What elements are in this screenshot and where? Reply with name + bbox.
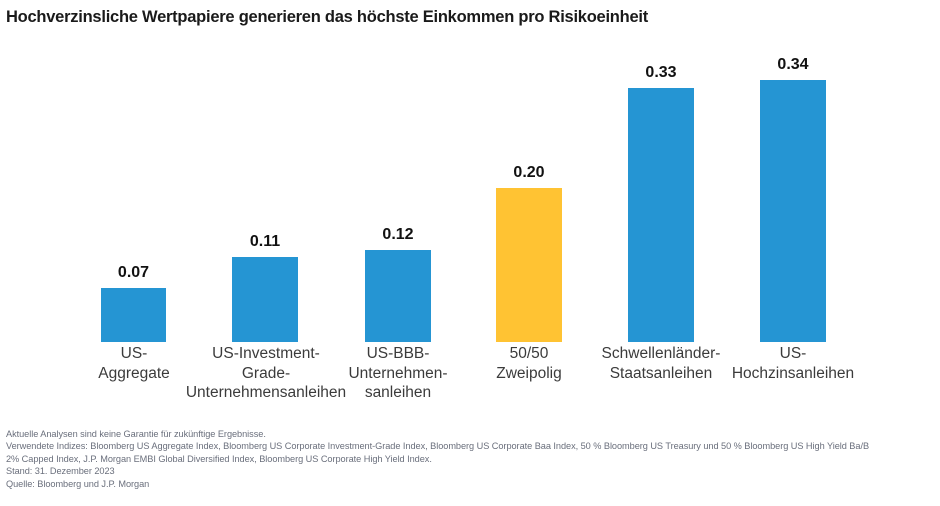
bar-group[interactable]: 0.11	[232, 227, 298, 342]
x-axis-label-0: US- Aggregate	[74, 344, 194, 383]
bar[interactable]	[760, 80, 826, 342]
bar-group[interactable]: 0.34	[760, 50, 826, 342]
footnotes: Aktuelle Analysen sind keine Garantie fü…	[6, 428, 934, 490]
x-axis-label-2: US-BBB- Unternehmen-sanleihen	[342, 344, 454, 403]
bar[interactable]	[101, 288, 166, 342]
x-axis-category-labels: US- Aggregate US-Investment- Grade- Unterneh…	[0, 344, 940, 424]
footnote-as-of-date: Stand: 31. Dezember 2023	[6, 466, 115, 477]
footnote-indices-line2: 2% Capped Index, J.P. Morgan EMBI Global…	[6, 453, 432, 464]
bar[interactable]	[365, 250, 431, 342]
bar-value-label: 0.33	[645, 64, 677, 81]
x-axis-label-line: Staatsanleihen	[609, 364, 713, 382]
page-title: Hochverzinsliche Wertpapiere generieren …	[6, 8, 648, 26]
bar-group[interactable]: 0.20	[496, 158, 562, 342]
x-axis-label-4: Schwellenländer- Staatsanleihen	[581, 344, 741, 383]
footnote-indices-line1: Verwendete Indizes: Bloomberg US Aggrega…	[6, 441, 870, 452]
x-axis-label-line: Aggregate	[98, 364, 170, 382]
x-axis-label-line: Zweipolig	[496, 364, 562, 382]
bar-value-label: 0.07	[117, 264, 150, 281]
bar-group[interactable]: 0.33	[628, 58, 694, 342]
bar[interactable]	[232, 257, 298, 342]
bar-value-label: 0.20	[513, 164, 545, 181]
bar-value-label: 0.34	[777, 56, 809, 73]
chart-plot-area: 0.07 0.11 0.12 0.20 0.33 0.34	[0, 40, 940, 342]
x-axis-label-line: sanleihen	[364, 384, 432, 401]
footnote-disclaimer: Aktuelle Analysen sind keine Garantie fü…	[6, 429, 266, 439]
x-axis-label-line: Schwellenländer-	[601, 345, 721, 362]
x-axis-label-line: US-	[120, 345, 148, 362]
x-axis-label-line: US-Investment-	[212, 345, 320, 362]
x-axis-label-line: Grade-	[241, 364, 291, 382]
bar[interactable]	[496, 188, 562, 342]
bar-value-label: 0.12	[382, 226, 414, 243]
x-axis-label-line: US-	[779, 345, 807, 362]
bar-group[interactable]: 0.12	[365, 220, 431, 342]
bar-group[interactable]: 0.07	[101, 258, 166, 342]
x-axis-label-3: 50/50 Zweipolig	[471, 344, 587, 383]
x-axis-label-line: US-BBB-	[366, 345, 430, 362]
x-axis-label-line: 50/50	[509, 345, 549, 362]
x-axis-label-1: US-Investment- Grade- Unternehmensanleihen	[180, 344, 352, 403]
bar[interactable]	[628, 88, 694, 342]
footnote-source: Quelle: Bloomberg und J.P. Morgan	[6, 478, 150, 489]
x-axis-label-line: Hochzinsanleihen	[731, 364, 855, 382]
x-axis-label-line: Unternehmen-	[348, 364, 448, 382]
bar-series: 0.07 0.11 0.12 0.20 0.33 0.34	[0, 40, 940, 342]
x-axis-label-line: Unternehmensanleihen	[185, 384, 347, 401]
x-axis-label-5: US- Hochzinsanleihen	[710, 344, 876, 383]
bar-value-label: 0.11	[249, 233, 281, 250]
